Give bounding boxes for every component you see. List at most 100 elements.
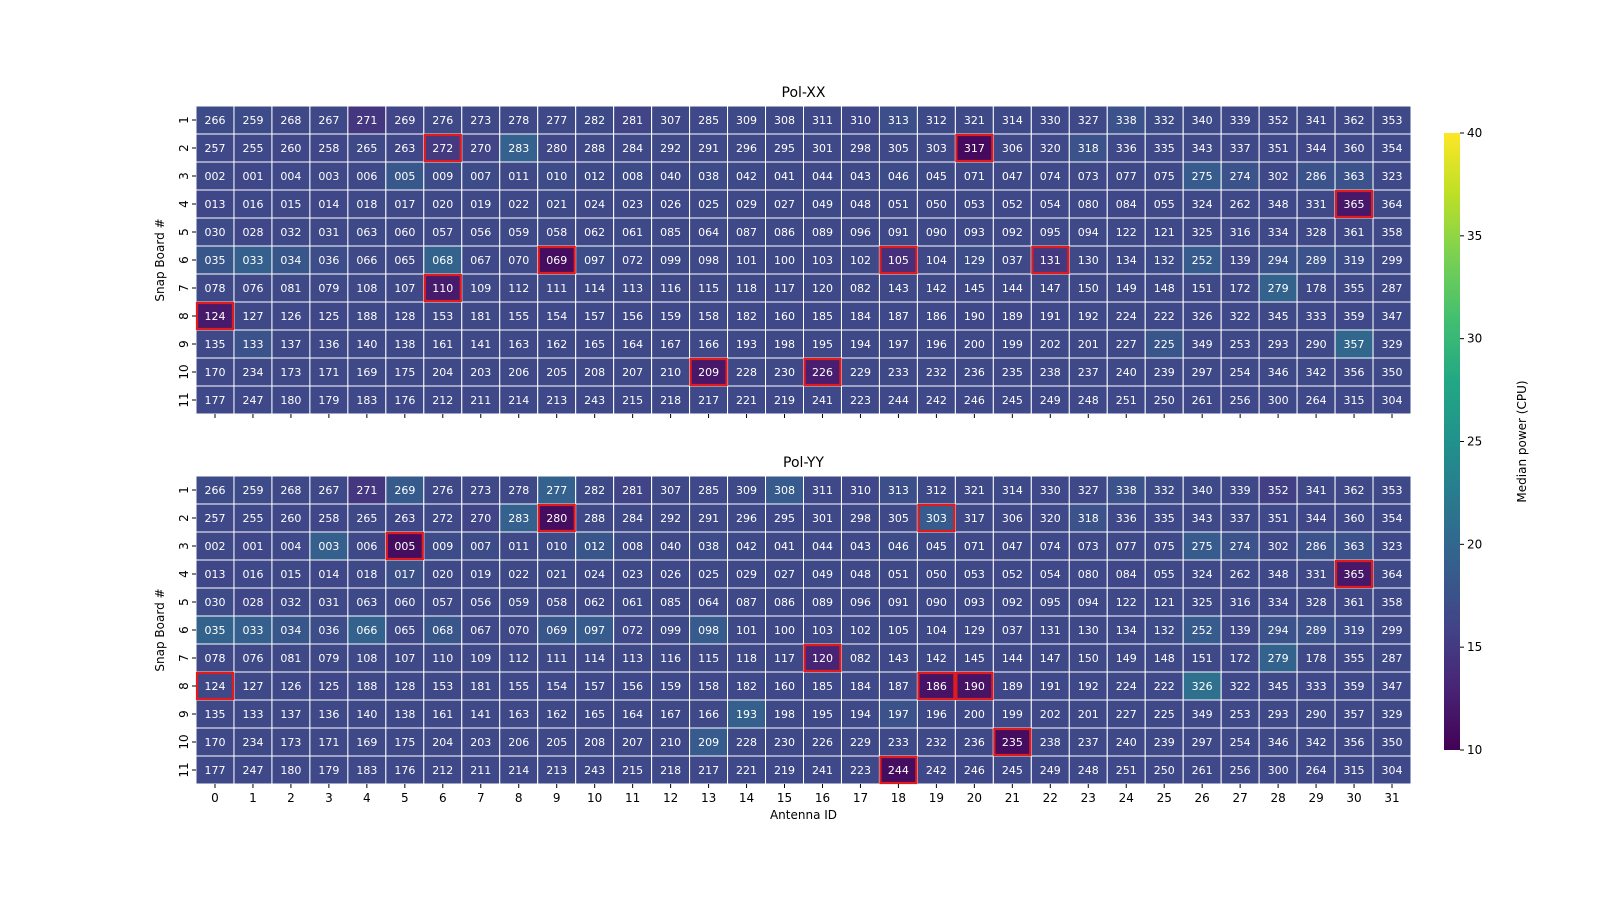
cell-label: 160 — [774, 680, 795, 693]
heatmap-cell — [499, 615, 539, 645]
cell-label: 071 — [964, 170, 985, 183]
heatmap-cell — [385, 189, 425, 219]
heatmap-cell — [1106, 385, 1146, 415]
cell-label: 069 — [546, 254, 567, 267]
heatmap-cell — [916, 217, 956, 247]
cell-label: 225 — [1154, 338, 1175, 351]
cell-label: 334 — [1268, 596, 1289, 609]
cell-label: 178 — [1306, 282, 1327, 295]
highlight-box — [955, 671, 994, 701]
cell-label: 044 — [812, 540, 833, 553]
colorbar-tick-label: 30 — [1467, 332, 1482, 346]
cell-label: 073 — [1078, 540, 1099, 553]
cell-label: 185 — [812, 680, 833, 693]
cell-label: 264 — [1306, 764, 1327, 777]
cell-label: 047 — [1002, 540, 1023, 553]
heatmap-cell — [878, 615, 918, 645]
y-tick-label: 9 — [177, 340, 191, 348]
cell-label: 183 — [356, 394, 377, 407]
cell-label: 282 — [584, 114, 605, 127]
cell-label: 026 — [660, 198, 681, 211]
cell-label: 314 — [1002, 484, 1023, 497]
cell-label: 027 — [774, 198, 795, 211]
cell-label: 323 — [1382, 540, 1403, 553]
cell-label: 249 — [1040, 394, 1061, 407]
cell-label: 246 — [964, 394, 985, 407]
cell-label: 327 — [1078, 484, 1099, 497]
x-tick-label: 15 — [777, 791, 792, 805]
heatmap-cell — [575, 531, 615, 561]
cell-label: 206 — [508, 366, 529, 379]
cell-label: 072 — [622, 624, 643, 637]
cell-label: 162 — [546, 338, 567, 351]
heatmap-cell — [689, 105, 729, 135]
heatmap-cell — [1296, 503, 1336, 533]
y-tick-label: 11 — [177, 762, 191, 777]
heatmap-cell — [1220, 643, 1260, 673]
heatmap-cell — [1296, 357, 1336, 387]
cell-label: 237 — [1078, 366, 1099, 379]
cell-label: 155 — [508, 680, 529, 693]
heatmap-cell — [916, 727, 956, 757]
cell-label: 332 — [1154, 114, 1175, 127]
cell-label: 135 — [204, 708, 225, 721]
cell-label: 245 — [1002, 394, 1023, 407]
cell-label: 358 — [1382, 596, 1403, 609]
heatmap-cell — [1334, 105, 1374, 135]
cell-label: 139 — [1230, 624, 1251, 637]
heatmap-cell — [575, 671, 615, 701]
heatmap-cell — [575, 357, 615, 387]
cell-label: 084 — [1116, 198, 1137, 211]
cell-label: 172 — [1230, 652, 1251, 665]
cell-label: 187 — [888, 310, 909, 323]
cell-label: 073 — [1078, 170, 1099, 183]
cell-label: 333 — [1306, 310, 1327, 323]
heatmap-cell — [1372, 245, 1412, 275]
cell-label: 307 — [660, 114, 681, 127]
heatmap-cell — [271, 161, 311, 191]
cell-label: 254 — [1230, 736, 1251, 749]
cell-label: 292 — [660, 512, 681, 525]
cell-label: 142 — [926, 282, 947, 295]
cell-label: 284 — [622, 142, 643, 155]
cell-label: 149 — [1116, 282, 1137, 295]
heatmap-cell — [727, 133, 767, 163]
heatmap-cell — [1220, 615, 1260, 645]
heatmap-cell — [271, 503, 311, 533]
cell-label: 062 — [584, 226, 605, 239]
heatmap-cell — [651, 301, 691, 331]
cell-label: 064 — [698, 226, 719, 239]
heatmap-cell — [765, 755, 804, 785]
heatmap-cell — [461, 105, 501, 135]
heatmap-cell — [992, 105, 1032, 135]
heatmap-cell — [765, 245, 804, 275]
heatmap-cell — [499, 503, 539, 533]
heatmap-cell — [1068, 385, 1108, 415]
cell-label: 102 — [850, 624, 871, 637]
cell-label: 327 — [1078, 114, 1099, 127]
cell-label: 363 — [1344, 540, 1365, 553]
cell-label: 028 — [242, 226, 263, 239]
y-tick-label: 6 — [177, 626, 191, 634]
cell-label: 052 — [1002, 568, 1023, 581]
x-tick-label: 27 — [1233, 791, 1248, 805]
cell-label: 074 — [1040, 540, 1061, 553]
heatmap-cell — [765, 329, 804, 359]
heatmap-cell — [765, 133, 804, 163]
cell-label: 252 — [1192, 254, 1213, 267]
heatmap-cell — [992, 301, 1032, 331]
heatmap-cell — [537, 671, 577, 701]
cell-label: 186 — [926, 310, 947, 323]
heatmap-cell — [878, 503, 918, 533]
cell-label: 070 — [508, 624, 529, 637]
cell-label: 250 — [1154, 764, 1175, 777]
heatmap-cell — [461, 301, 501, 331]
cell-label: 145 — [964, 652, 985, 665]
cell-label: 018 — [356, 568, 377, 581]
cell-label: 074 — [1040, 170, 1061, 183]
cell-label: 247 — [242, 764, 263, 777]
cell-label: 305 — [888, 142, 909, 155]
heatmap-cell — [195, 559, 235, 589]
